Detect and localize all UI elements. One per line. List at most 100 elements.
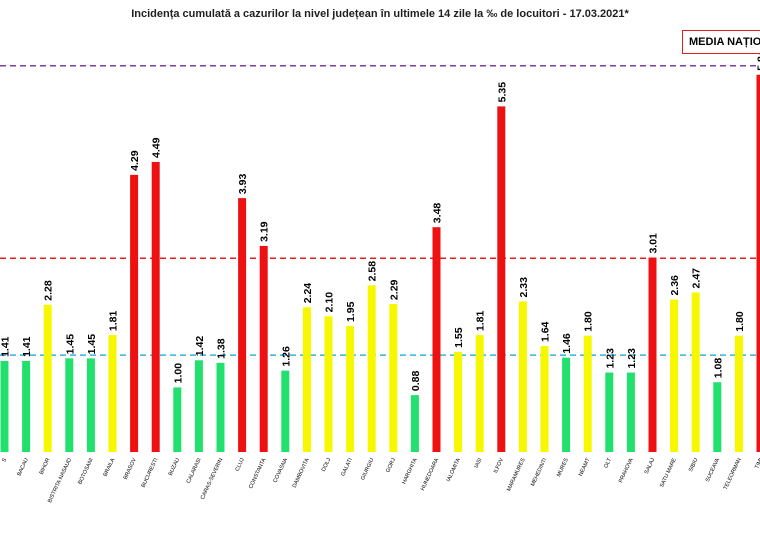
value-label: 2.29 bbox=[388, 279, 400, 300]
bar-suceava bbox=[713, 382, 722, 452]
value-label: 2.33 bbox=[518, 277, 530, 298]
bar-bucuresti bbox=[151, 161, 160, 453]
category-label: IALOMITA bbox=[446, 457, 462, 483]
value-label: 3.01 bbox=[648, 233, 660, 254]
value-label: 1.81 bbox=[108, 310, 120, 331]
value-label: 1.45 bbox=[86, 334, 98, 355]
value-label: 1.26 bbox=[280, 346, 292, 367]
bar-brasov bbox=[130, 174, 139, 452]
bar-covasna bbox=[281, 370, 290, 452]
legend-label: MEDIA NAȚIONA bbox=[689, 36, 760, 48]
category-label: CLUJ bbox=[235, 457, 246, 472]
category-label: PRAHOVA bbox=[618, 457, 635, 484]
value-label: 2.28 bbox=[43, 280, 55, 301]
bar-dambovita bbox=[302, 307, 311, 452]
bar-sibiu bbox=[691, 292, 700, 452]
value-label: 1.46 bbox=[561, 333, 573, 354]
value-label: 1.42 bbox=[194, 336, 206, 357]
value-label: 2.10 bbox=[324, 292, 336, 313]
category-label: IASI bbox=[474, 457, 484, 469]
bar-iasi bbox=[475, 335, 484, 452]
category-label: TELEORMAN bbox=[723, 457, 743, 491]
category-label: GALATI bbox=[340, 457, 354, 477]
category-label: BACAU bbox=[16, 457, 29, 477]
bar-ialomita bbox=[454, 351, 463, 452]
value-label: 2.47 bbox=[691, 268, 703, 289]
value-label: 1.00 bbox=[172, 363, 184, 384]
bar-hunedoara bbox=[432, 227, 441, 452]
bar-s bbox=[0, 360, 9, 452]
category-label: DAMBOVITA bbox=[292, 457, 311, 489]
value-label: 1.80 bbox=[734, 311, 746, 332]
category-label: OLT bbox=[603, 457, 613, 469]
category-label: ILFOV bbox=[493, 457, 505, 474]
value-label: 2.36 bbox=[669, 275, 681, 296]
value-label: 1.45 bbox=[64, 334, 76, 355]
value-label: 1.81 bbox=[475, 310, 487, 331]
value-label: 3.19 bbox=[259, 221, 271, 242]
category-label: COVASNA bbox=[272, 457, 289, 484]
bar-calarasi bbox=[194, 360, 203, 452]
category-label: NEAMT bbox=[578, 457, 592, 478]
bar-harghita bbox=[410, 395, 419, 452]
category-label: BISTRITA NASAUD bbox=[47, 457, 73, 504]
bar-caras-severin bbox=[216, 362, 225, 452]
bar-salaj bbox=[648, 257, 657, 452]
value-label: 3.93 bbox=[237, 174, 249, 195]
value-label: 5.84 bbox=[756, 50, 760, 71]
bar-satu-mare bbox=[670, 299, 679, 452]
value-labels: 1.41 1.41 2.28 1.45 1.45 1.81 4.29 4.49 1.00 1.42… bbox=[0, 50, 760, 391]
bar-maramures bbox=[518, 301, 527, 452]
bar-cluj bbox=[238, 198, 247, 452]
bar-neamt bbox=[583, 335, 592, 452]
chart-title: Incidența cumulată a cazurilor la nivel … bbox=[131, 8, 629, 20]
value-label: 2.24 bbox=[302, 283, 314, 304]
bar-mehedinti bbox=[540, 346, 549, 452]
category-label: CARAS-SEVERIN bbox=[200, 457, 224, 500]
reference-lines bbox=[0, 64, 760, 356]
value-label: 1.80 bbox=[583, 311, 595, 332]
value-label: 1.23 bbox=[604, 348, 616, 369]
value-label: 1.41 bbox=[21, 336, 33, 357]
bars bbox=[0, 74, 760, 453]
value-label: 4.49 bbox=[151, 137, 163, 158]
category-label: MEHEDINTI bbox=[530, 457, 548, 487]
bar-timi bbox=[756, 74, 760, 453]
category-label: GIURGIU bbox=[360, 457, 375, 481]
bar-braila bbox=[108, 335, 117, 452]
bar-bihor bbox=[43, 304, 52, 452]
category-label: MARAMURES bbox=[506, 457, 527, 492]
bar-ilfov bbox=[497, 106, 506, 452]
value-label: 1.23 bbox=[626, 348, 638, 369]
category-label: S bbox=[1, 457, 8, 463]
bar-dolj bbox=[324, 316, 333, 452]
category-label: SIBIU bbox=[688, 457, 700, 473]
value-label: 0.88 bbox=[410, 371, 422, 392]
bar-mures bbox=[562, 357, 571, 452]
bar-gorj bbox=[389, 304, 398, 452]
value-label: 1.64 bbox=[540, 321, 552, 342]
category-label: SALAJ bbox=[644, 457, 657, 475]
category-label: BRAILA bbox=[103, 457, 117, 478]
category-label: BOTOSANI bbox=[77, 457, 95, 486]
category-label: CONSTANTA bbox=[248, 457, 268, 490]
value-label: 1.41 bbox=[0, 336, 12, 357]
category-label: BUZAU bbox=[168, 457, 181, 476]
bar-bacau bbox=[22, 360, 31, 452]
bar-botosani bbox=[86, 358, 95, 452]
category-label: BRASOV bbox=[123, 457, 138, 481]
value-label: 1.38 bbox=[216, 338, 228, 359]
category-label: SUCEAVA bbox=[705, 457, 721, 483]
value-label: 3.48 bbox=[432, 203, 444, 224]
category-label: MURES bbox=[556, 457, 570, 478]
value-label: 2.58 bbox=[367, 261, 379, 282]
legend-national-average: MEDIA NAȚIONA bbox=[682, 30, 760, 54]
bar-olt bbox=[605, 372, 614, 452]
bar-bistrita-nasaud bbox=[65, 358, 74, 452]
value-label: 5.35 bbox=[496, 82, 508, 103]
bar-prahova bbox=[626, 372, 635, 452]
category-label: HUNEDOARA bbox=[420, 457, 440, 492]
value-label: 1.08 bbox=[712, 358, 724, 379]
